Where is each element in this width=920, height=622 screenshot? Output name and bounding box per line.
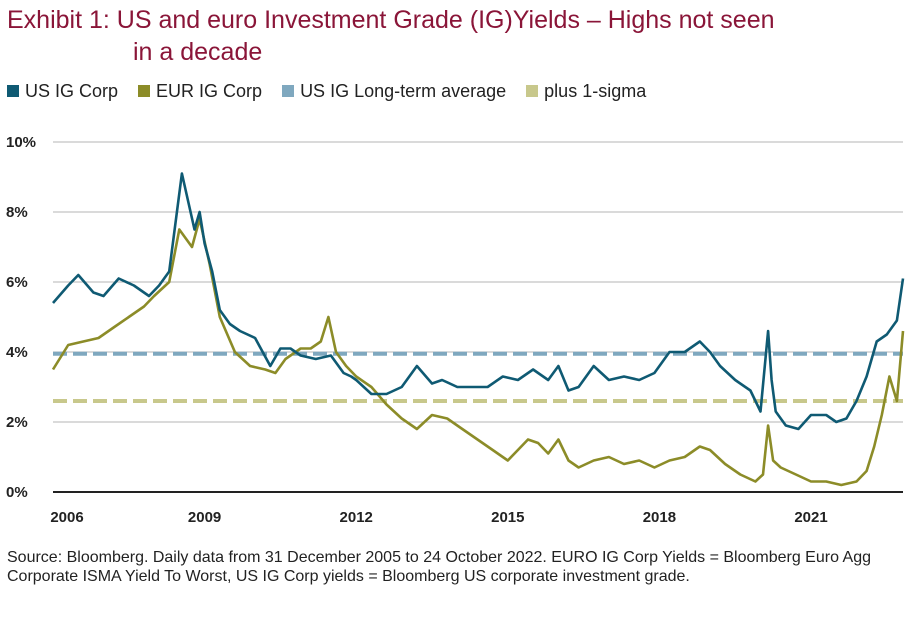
legend-swatch-eur	[138, 85, 151, 97]
chart-title-line1: Exhibit 1: US and euro Investment Grade …	[7, 6, 775, 34]
legend-label-us: US IG Corp	[25, 80, 119, 101]
axis-layer: 0% 2% 4% 6% 8% 10% 2006 2009 2012 2015 2018 2021	[6, 134, 903, 526]
series-us-ig-corp	[52, 172, 905, 431]
x-tick-label-2012: 2012	[340, 509, 373, 526]
legend-item-eur: EUR IG Corp	[138, 81, 262, 102]
x-tick-label-2015: 2015	[491, 509, 524, 526]
x-tick-label-2021: 2021	[794, 509, 827, 526]
x-tick-label-2006: 2006	[50, 509, 83, 526]
y-tick-label-8: 8%	[6, 204, 28, 221]
legend-swatch-sigma	[526, 85, 539, 97]
x-tick-label-2009: 2009	[188, 509, 221, 526]
reference-lines	[53, 351, 903, 403]
legend-label-us-average: US IG Long-term average	[300, 80, 507, 101]
series-layer	[51, 172, 905, 487]
y-tick-label-4: 4%	[6, 344, 28, 361]
legend-item-us-average: US IG Long-term average	[282, 81, 506, 102]
legend-label-eur: EUR IG Corp	[156, 80, 263, 101]
legend-swatch-us	[7, 85, 19, 97]
legend-swatch-us-average	[282, 85, 295, 97]
legend-label-sigma: plus 1-sigma	[544, 80, 647, 101]
source-note: Source: Bloomberg. Daily data from 31 De…	[7, 549, 872, 585]
y-tick-label-10: 10%	[6, 134, 36, 151]
y-tick-label-0: 0%	[6, 484, 28, 501]
x-tick-label-2018: 2018	[643, 509, 676, 526]
line-chart: 0% 2% 4% 6% 8% 10% 2006 2009 2012 2015 2018 2021	[6, 134, 905, 526]
legend-item-us: US IG Corp	[7, 81, 118, 102]
chart-title: Exhibit 1: US and euro Investment Grade …	[7, 4, 907, 68]
legend-item-sigma: plus 1-sigma	[526, 81, 646, 102]
y-tick-label-2: 2%	[6, 414, 28, 431]
y-tick-label-6: 6%	[6, 274, 28, 291]
chart-title-line2: in a decade	[133, 38, 263, 66]
chart-legend: US IG Corp EUR IG Corp US IG Long-term a…	[7, 80, 666, 102]
